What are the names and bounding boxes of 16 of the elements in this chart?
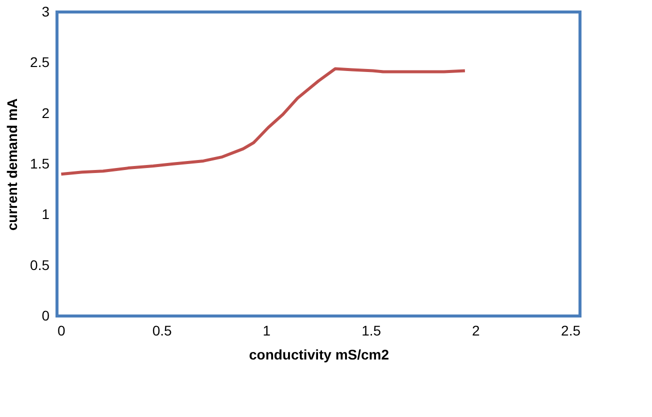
y-tick-label: 0.5 [30,256,50,273]
line-series [60,67,466,176]
y-tick-label: 0 [42,308,50,324]
y-tick-label: 1 [42,206,50,222]
y-tick-label: 2 [42,104,50,121]
x-tick-label: 0 [58,322,66,338]
y-axis-title: current demand mA [4,98,20,231]
x-tick-label: 1.5 [362,322,382,338]
x-tick-label: 2 [472,322,480,338]
y-tick-label: 1.5 [30,156,50,172]
y-tick-label: 2.5 [30,54,50,70]
x-axis-title: conductivity mS/cm2 [248,346,390,362]
x-tick-label: 2.5 [561,322,581,338]
y-tick-label: 3 [42,4,50,20]
x-tick-label: 1 [262,322,271,338]
x-tick-label: 0.5 [152,322,172,338]
